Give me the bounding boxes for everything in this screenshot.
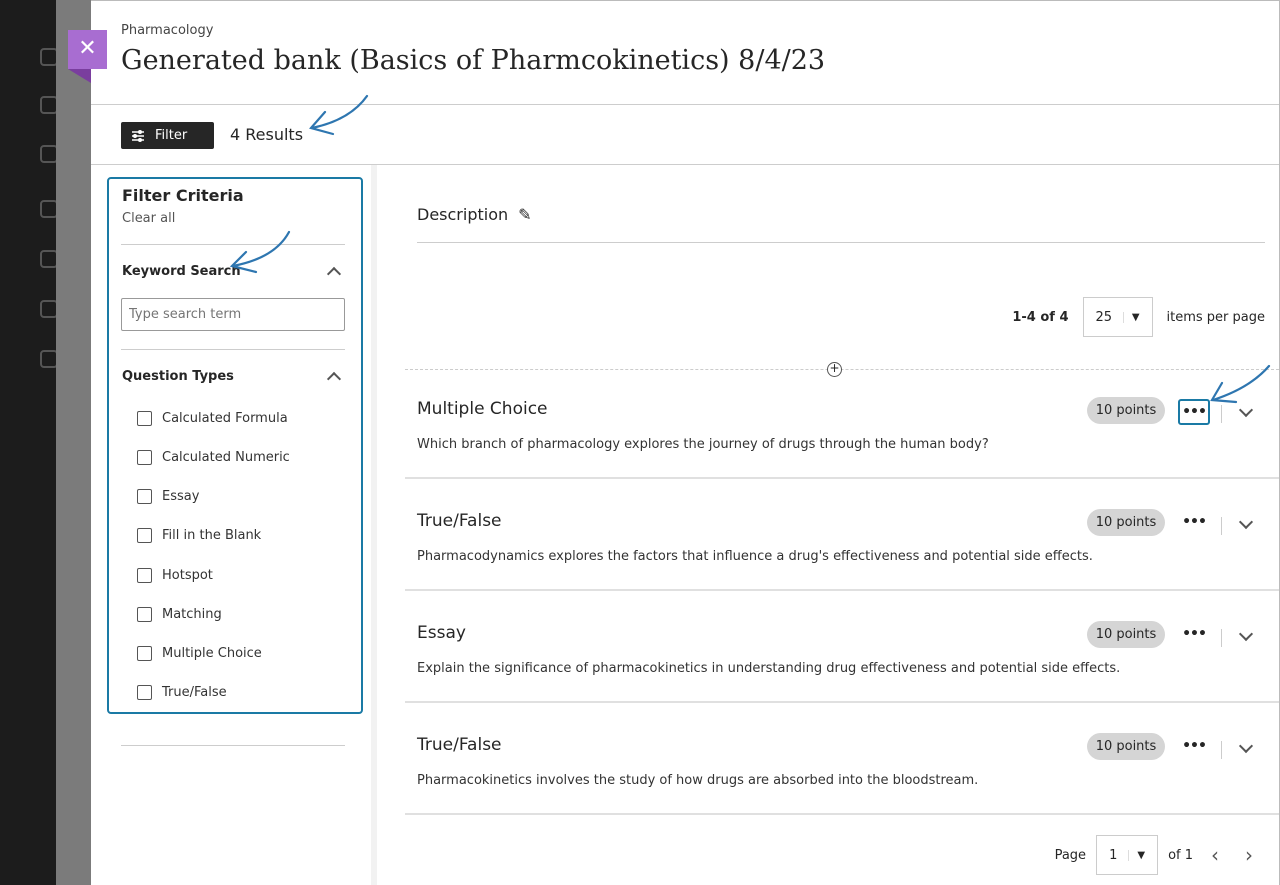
filter-sidebar: Filter Criteria Clear all Keyword Search… bbox=[91, 165, 377, 885]
keyword-search-heading: Keyword Search bbox=[122, 264, 241, 279]
divider bbox=[91, 164, 1279, 165]
breadcrumb[interactable]: Pharmacology bbox=[121, 23, 214, 38]
question-type: True/False bbox=[417, 511, 502, 531]
results-count: 4 Results bbox=[230, 125, 304, 144]
checkbox[interactable] bbox=[137, 489, 152, 504]
checkbox-hotspot[interactable]: Hotspot bbox=[137, 568, 213, 583]
checkbox-label: True/False bbox=[162, 685, 227, 700]
more-options-button[interactable]: ••• bbox=[1182, 514, 1207, 530]
question-item: Essay 10 points ••• Explain the signific… bbox=[405, 591, 1279, 703]
checkbox-label: Hotspot bbox=[162, 568, 213, 583]
question-list: Description ✎ 1-4 of 4 25 ▼ items per page… bbox=[383, 165, 1279, 885]
divider bbox=[1221, 405, 1222, 423]
filter-criteria-box: Filter Criteria Clear all Keyword Search… bbox=[107, 177, 363, 714]
points-badge: 10 points bbox=[1087, 621, 1165, 648]
background-overlay bbox=[56, 0, 91, 885]
checkbox-label: Fill in the Blank bbox=[162, 528, 262, 543]
description-label: Description bbox=[417, 205, 509, 224]
checkbox-true-false[interactable]: True/False bbox=[137, 685, 227, 700]
points-badge: 10 points bbox=[1087, 509, 1165, 536]
pagination-bottom: Page 1 ▼ of 1 ‹ › bbox=[1055, 835, 1261, 875]
chevron-up-icon[interactable] bbox=[326, 266, 342, 282]
chevron-up-icon[interactable] bbox=[326, 371, 342, 387]
checkbox-calculated-numeric[interactable]: Calculated Numeric bbox=[137, 450, 290, 465]
add-question-button[interactable]: + bbox=[827, 362, 842, 377]
checkbox-label: Calculated Numeric bbox=[162, 450, 290, 465]
range-label: 1-4 of 4 bbox=[1012, 309, 1069, 325]
checkbox-calculated-formula[interactable]: Calculated Formula bbox=[137, 411, 288, 426]
pencil-icon[interactable]: ✎ bbox=[518, 205, 532, 224]
divider bbox=[1221, 517, 1222, 535]
items-per-page-label: items per page bbox=[1166, 309, 1265, 325]
search-input[interactable] bbox=[121, 298, 345, 331]
question-text: Pharmacodynamics explores the factors th… bbox=[417, 549, 1093, 564]
divider bbox=[417, 242, 1265, 243]
page-title: Generated bank (Basics of Pharmcokinetic… bbox=[121, 45, 826, 76]
checkbox-fill-in-the-blank[interactable]: Fill in the Blank bbox=[137, 528, 261, 543]
pagination-top: 1-4 of 4 25 ▼ items per page bbox=[1012, 297, 1265, 337]
select-value: 1 bbox=[1109, 847, 1118, 863]
checkbox[interactable] bbox=[137, 568, 152, 583]
checkbox[interactable] bbox=[137, 607, 152, 622]
question-type: Essay bbox=[417, 623, 466, 643]
close-button[interactable]: ✕ bbox=[68, 30, 107, 83]
question-text: Pharmacokinetics involves the study of h… bbox=[417, 773, 979, 788]
filter-heading: Filter Criteria bbox=[122, 186, 244, 205]
checkbox-matching[interactable]: Matching bbox=[137, 607, 222, 622]
divider bbox=[121, 745, 345, 746]
checkbox[interactable] bbox=[137, 411, 152, 426]
page-label: Page bbox=[1054, 847, 1087, 863]
question-bank-panel: Pharmacology Generated bank (Basics of P… bbox=[91, 0, 1280, 885]
points-badge: 10 points bbox=[1087, 733, 1165, 760]
filter-button[interactable]: Filter bbox=[121, 122, 214, 149]
checkbox[interactable] bbox=[137, 450, 152, 465]
points-badge: 10 points bbox=[1087, 397, 1165, 424]
sliders-icon bbox=[132, 129, 144, 142]
checkbox-essay[interactable]: Essay bbox=[137, 489, 199, 504]
previous-page-icon[interactable]: ‹ bbox=[1211, 843, 1219, 867]
caret-down-icon: ▼ bbox=[1128, 849, 1145, 861]
more-options-button[interactable]: ••• bbox=[1182, 738, 1207, 754]
divider bbox=[121, 349, 345, 350]
close-icon: ✕ bbox=[78, 36, 97, 61]
question-text: Explain the significance of pharmacokine… bbox=[417, 661, 1121, 676]
checkbox[interactable] bbox=[137, 685, 152, 700]
checkbox-label: Matching bbox=[162, 607, 222, 622]
checkbox-multiple-choice[interactable]: Multiple Choice bbox=[137, 646, 262, 661]
page-select[interactable]: 1 ▼ bbox=[1096, 835, 1159, 875]
chevron-down-icon[interactable] bbox=[1238, 514, 1254, 530]
question-item: Multiple Choice 10 points ••• Which bran… bbox=[405, 367, 1279, 479]
clear-all-link[interactable]: Clear all bbox=[122, 211, 176, 226]
checkbox-label: Multiple Choice bbox=[162, 646, 262, 661]
caret-down-icon: ▼ bbox=[1122, 311, 1140, 323]
more-options-button[interactable]: ••• bbox=[1182, 626, 1207, 642]
chevron-down-icon[interactable] bbox=[1238, 626, 1254, 642]
divider bbox=[1221, 629, 1222, 647]
question-types-heading: Question Types bbox=[122, 369, 234, 384]
divider bbox=[1221, 741, 1222, 759]
divider bbox=[121, 244, 345, 245]
next-page-icon[interactable]: › bbox=[1245, 843, 1253, 867]
question-item: True/False 10 points ••• Pharmacokinetic… bbox=[405, 703, 1279, 815]
question-type: True/False bbox=[417, 735, 502, 755]
question-item: True/False 10 points ••• Pharmacodynamic… bbox=[405, 479, 1279, 591]
insert-divider bbox=[405, 369, 1279, 370]
chevron-down-icon[interactable] bbox=[1238, 738, 1254, 754]
more-options-button[interactable]: ••• bbox=[1178, 399, 1210, 425]
checkbox-label: Calculated Formula bbox=[162, 411, 288, 426]
checkbox[interactable] bbox=[137, 528, 152, 543]
chevron-down-icon[interactable] bbox=[1238, 402, 1254, 418]
filter-label: Filter bbox=[155, 128, 188, 143]
background-course-nav bbox=[0, 0, 58, 885]
checkbox-label: Essay bbox=[162, 489, 200, 504]
description-row: Description ✎ bbox=[417, 205, 532, 224]
question-text: Which branch of pharmacology explores th… bbox=[417, 437, 989, 452]
page-total: of 1 bbox=[1168, 847, 1193, 863]
checkbox[interactable] bbox=[137, 646, 152, 661]
select-value: 25 bbox=[1095, 309, 1113, 325]
items-per-page-select[interactable]: 25 ▼ bbox=[1082, 297, 1153, 337]
question-type: Multiple Choice bbox=[417, 399, 548, 419]
divider bbox=[91, 104, 1279, 105]
